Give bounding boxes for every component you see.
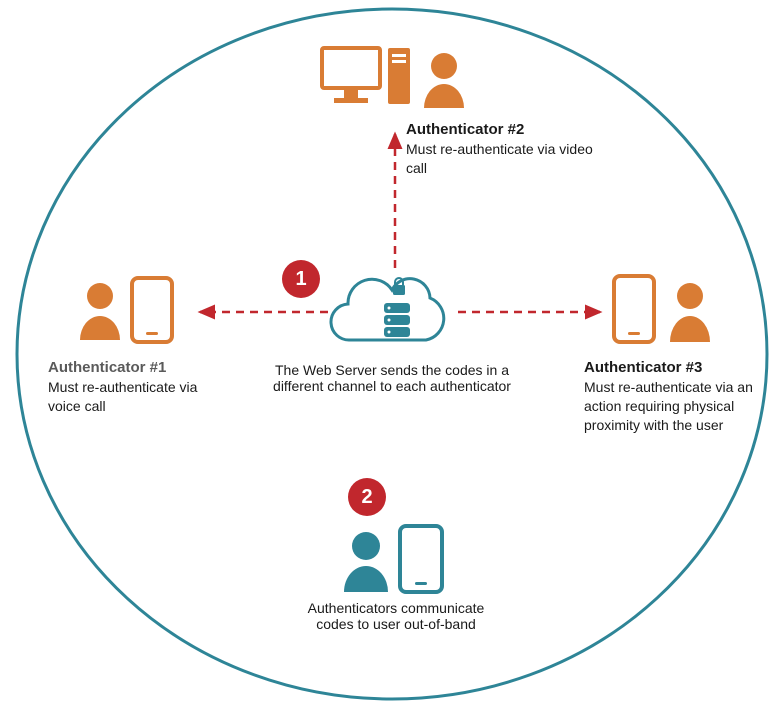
center-caption: The Web Server sends the codes in a diff…	[272, 362, 512, 394]
auth3-icon	[614, 276, 710, 342]
diagram-canvas: 1 2 The Web Server sends the codes in a …	[0, 0, 784, 709]
auth1-title: Authenticator #1	[48, 358, 218, 378]
center-caption-text: The Web Server sends the codes in a diff…	[273, 362, 511, 394]
badge-2: 2	[348, 478, 386, 516]
user-icon	[344, 526, 442, 592]
user-caption: Authenticators communicate codes to user…	[296, 600, 496, 632]
badge-1-number: 1	[295, 268, 306, 291]
auth2-body: Must re-authenticate via video call	[406, 140, 596, 178]
outer-circle	[17, 9, 767, 699]
auth2-title: Authenticator #2	[406, 120, 596, 140]
auth1-body: Must re-authenticate via voice call	[48, 378, 218, 416]
auth3-text: Authenticator #3 Must re-authenticate vi…	[584, 358, 779, 435]
auth3-body: Must re-authenticate via an action requi…	[584, 378, 779, 435]
auth1-icon	[80, 278, 172, 342]
auth2-text: Authenticator #2 Must re-authenticate vi…	[406, 120, 596, 178]
auth2-icon	[322, 48, 464, 108]
badge-2-number: 2	[361, 486, 372, 509]
user-caption-text: Authenticators communicate codes to user…	[308, 600, 485, 632]
cloud-icon	[331, 278, 444, 340]
auth1-text: Authenticator #1 Must re-authenticate vi…	[48, 358, 218, 416]
badge-1: 1	[282, 260, 320, 298]
auth3-title: Authenticator #3	[584, 358, 779, 378]
